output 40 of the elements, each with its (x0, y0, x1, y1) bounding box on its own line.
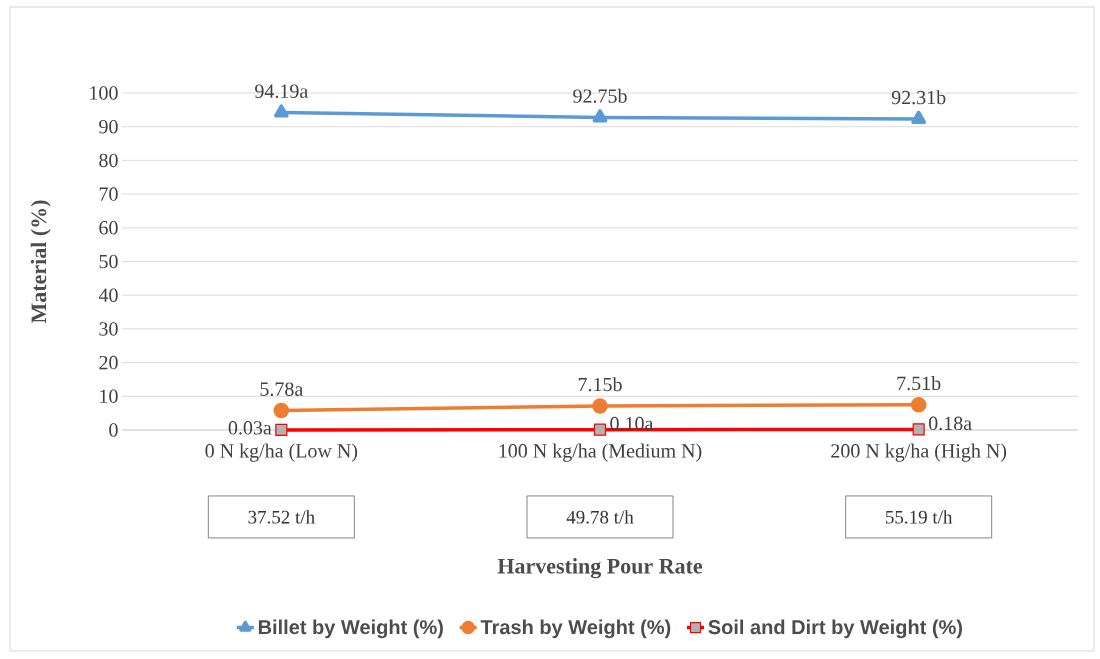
y-tick-label: 30 (99, 322, 118, 336)
x-axis-title: Harvesting Pour Rate (497, 558, 703, 579)
point (273, 104, 289, 118)
x-tick-label: 0 N kg/ha (Low N) (205, 443, 358, 462)
data-label: 5.78a (260, 382, 303, 396)
data-label: 7.15b (578, 377, 622, 392)
x-tick-label: 100 N kg/ha (Medium N) (499, 443, 702, 462)
y-tick-label: 100 (90, 86, 118, 100)
data-label: 92.75b (573, 88, 627, 103)
y-tick-label: 50 (99, 254, 118, 269)
data-label: 0.10a (610, 416, 654, 431)
point (911, 110, 927, 124)
text: 55.19 t/h (885, 510, 953, 524)
y-tick-label: 10 (100, 389, 118, 404)
data-label: 0.18a (928, 416, 972, 431)
data-label: 94.19a (255, 84, 308, 99)
y-axis-title: Material (%) (30, 200, 51, 324)
legend-label: Billet by Weight (%) (258, 619, 443, 639)
legend-label: Trash by Weight (%) (480, 619, 671, 639)
legend-label: Soil and Dirt by Weight (%) (708, 619, 962, 639)
point (593, 423, 607, 436)
data-label: 0.03a (228, 421, 272, 435)
y-tick-label: 90 (99, 119, 118, 134)
point (912, 423, 925, 436)
y-tick-label: 70 (99, 187, 118, 201)
y-tick-label: 0 (109, 423, 118, 437)
point (273, 402, 290, 419)
text: 49.78 t/h (566, 510, 634, 524)
text: 37.52 t/h (248, 510, 315, 524)
y-tick-label: 40 (98, 288, 118, 302)
y-tick-label: 80 (99, 153, 118, 168)
point (910, 396, 927, 413)
y-tick-label: 60 (99, 221, 118, 235)
data-label: 7.51b (897, 376, 941, 391)
point (275, 423, 288, 436)
y-tick-label: 20 (99, 355, 118, 370)
data-label: 92.31b (891, 90, 946, 105)
point (592, 109, 608, 123)
x-tick-label: 200 N kg/ha (High N) (831, 443, 1007, 462)
point (592, 398, 608, 414)
